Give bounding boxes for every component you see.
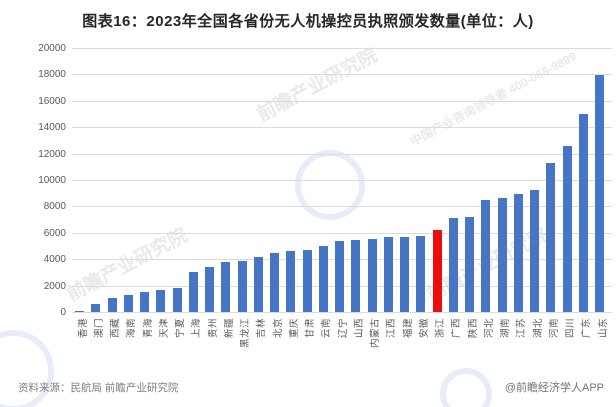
bar <box>286 251 296 312</box>
bar <box>546 162 556 312</box>
x-axis-category-label: 云南 <box>321 318 333 339</box>
bar <box>595 75 604 312</box>
bar <box>156 290 166 312</box>
gridline <box>72 206 612 208</box>
bar <box>237 261 247 312</box>
x-axis-category-label: 江西 <box>386 318 398 339</box>
x-axis-category-label: 西藏 <box>110 318 121 339</box>
gridline <box>72 180 612 181</box>
gridline <box>72 153 612 155</box>
y-axis-tick-label: 18000 <box>38 69 66 81</box>
x-axis-category-label: 新疆 <box>223 318 235 339</box>
bar <box>497 197 507 312</box>
x-axis-category-label: 海南 <box>126 318 138 339</box>
x-axis-category-label: 湖南 <box>500 318 511 339</box>
bar <box>530 189 539 312</box>
x-axis-category-label: 甘肃 <box>305 318 316 339</box>
gridline <box>72 312 612 313</box>
bar <box>302 249 312 312</box>
brand-note: @前瞻经济学人APP <box>504 382 604 394</box>
x-axis-category-label: 青海 <box>142 318 154 339</box>
bar <box>221 261 231 312</box>
bar <box>578 114 588 312</box>
x-axis-category-label: 香港 <box>77 318 89 339</box>
x-axis-category-label: 广西 <box>451 318 463 339</box>
x-axis-category-label: 山东 <box>597 318 609 339</box>
bar <box>253 257 263 312</box>
bar <box>416 236 426 312</box>
chart-title: 图表16：2023年全国各省份无人机操控员执照颁发数量(单位：人) <box>82 13 534 30</box>
x-axis-category-label: 河南 <box>548 318 560 339</box>
bar <box>562 146 572 312</box>
bar <box>465 216 474 312</box>
x-axis-category-label: 澳门 <box>93 318 105 339</box>
bar <box>367 238 377 312</box>
x-axis-category-label: 北京 <box>272 318 284 339</box>
bar <box>448 218 458 312</box>
y-axis-tick-label: 2000 <box>43 280 66 292</box>
x-axis-category-label: 宁夏 <box>175 318 186 339</box>
x-axis-category-label: 福建 <box>402 318 414 339</box>
x-axis-category-label: 贵州 <box>207 318 219 339</box>
bar <box>318 246 328 312</box>
bar <box>270 252 279 312</box>
x-axis-category-label: 四川 <box>565 318 576 339</box>
x-axis-category-label: 吉林 <box>256 318 268 339</box>
x-axis-category-label: 河北 <box>483 318 495 339</box>
bar <box>400 236 409 312</box>
y-axis-tick-label: 14000 <box>38 122 66 134</box>
bar <box>481 199 491 312</box>
plot-area: 0 2000 4000 6000 8000 10000 12000 14000 16000 180… <box>38 43 612 348</box>
x-axis-category-label: 上海 <box>191 318 203 339</box>
y-axis-tick-label: 16000 <box>38 95 66 107</box>
y-axis-tick-label: 12000 <box>38 148 66 160</box>
gridline <box>72 127 612 129</box>
bar <box>75 311 84 312</box>
gridline <box>72 100 612 102</box>
bar <box>123 294 133 312</box>
y-axis-tick-label: 20000 <box>38 43 66 54</box>
bar <box>513 193 523 312</box>
watermark-logo-icon <box>0 330 54 407</box>
x-axis-category-label: 江苏 <box>516 318 528 339</box>
bar <box>140 292 149 312</box>
watermark-logo-icon <box>440 368 492 407</box>
x-axis-category-label: 安徽 <box>418 318 430 339</box>
y-axis-tick-label: 0 <box>60 307 66 318</box>
bar <box>188 271 198 312</box>
x-axis-category-label: 广东 <box>581 318 593 339</box>
x-axis-category-label: 辽宁 <box>337 318 349 339</box>
bar <box>205 267 214 312</box>
y-axis-tick-label: 4000 <box>43 254 66 266</box>
x-axis-category-label: 山西 <box>353 318 365 339</box>
gridline <box>72 48 612 49</box>
x-axis-category-label: 内蒙古 <box>370 318 381 349</box>
x-axis-category-label: 重庆 <box>288 318 300 339</box>
gridline <box>72 74 612 76</box>
bar <box>107 298 117 312</box>
x-axis-category-label: 陕西 <box>467 318 479 339</box>
y-axis-tick-label: 10000 <box>38 175 66 186</box>
bar <box>335 241 344 312</box>
bar-highlighted <box>432 229 442 312</box>
gridline <box>72 232 612 234</box>
x-axis-category-label: 湖北 <box>532 318 544 339</box>
bar <box>351 240 361 312</box>
x-axis-category-label: 天津 <box>158 318 170 339</box>
y-axis-tick-label: 8000 <box>43 201 66 213</box>
y-axis-tick-label: 6000 <box>43 227 66 239</box>
bar <box>91 304 101 312</box>
bar <box>172 288 182 312</box>
x-axis-category-label: 浙江 <box>435 318 446 339</box>
x-axis-category-label: 黑龙江 <box>240 318 251 349</box>
source-note: 资料来源：民航局 前瞻产业研究院 <box>18 382 179 394</box>
bar <box>383 237 393 312</box>
